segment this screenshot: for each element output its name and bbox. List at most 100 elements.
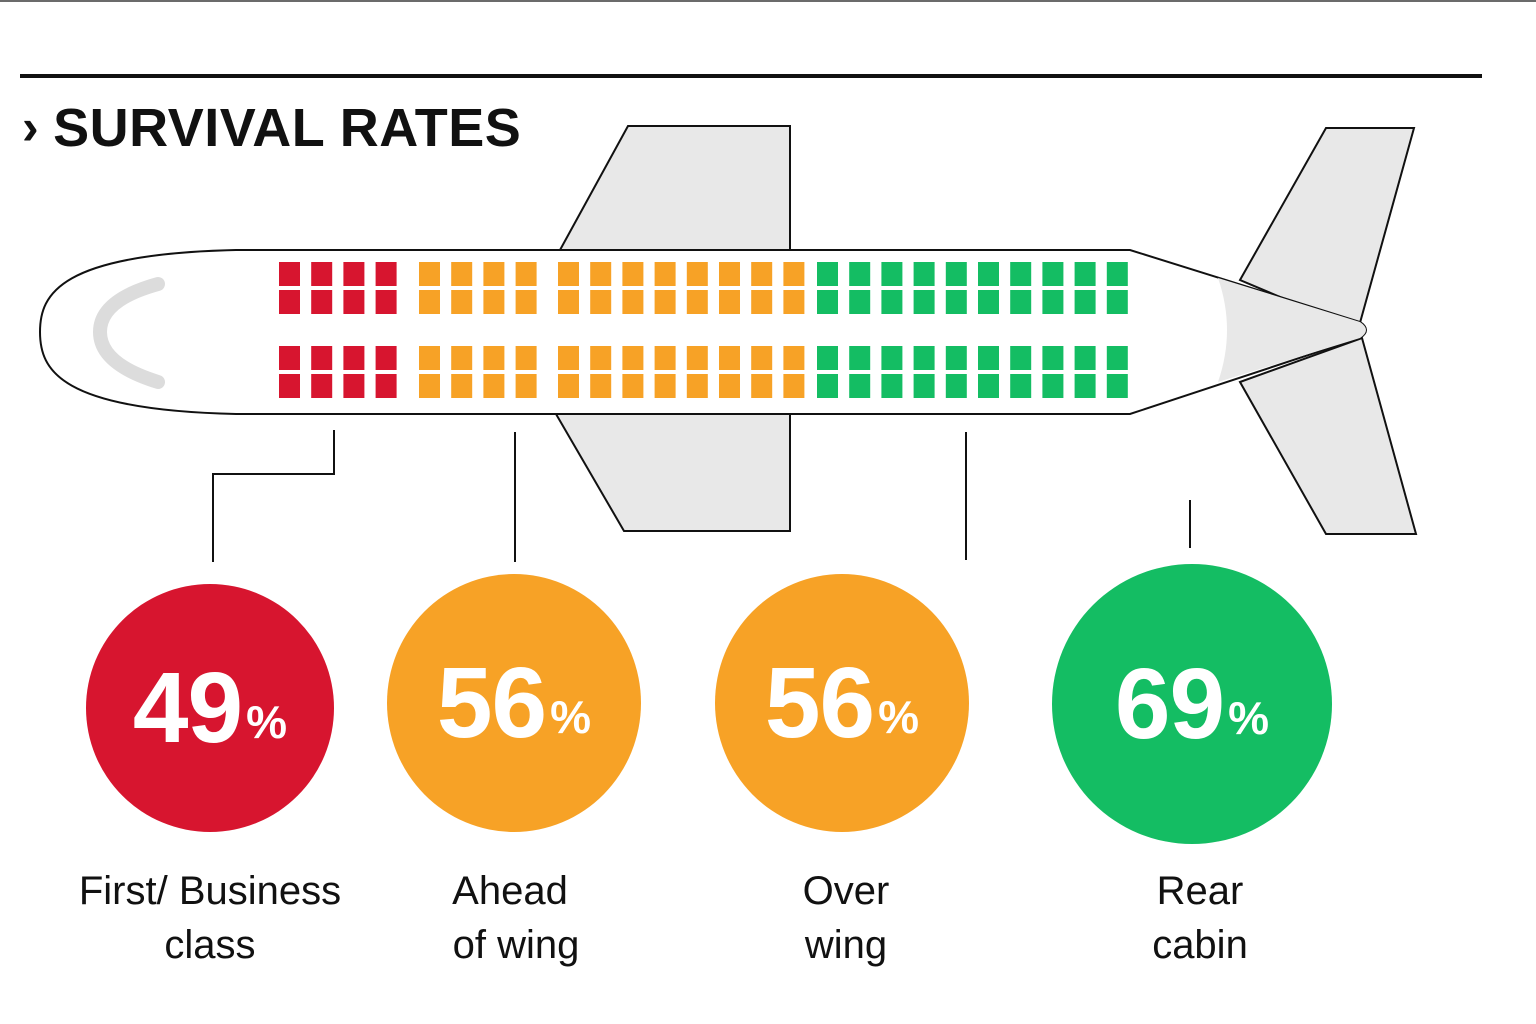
seat-over-wing	[558, 374, 579, 398]
label-first-business: First/ Business class	[30, 864, 390, 972]
title-rule	[20, 74, 1482, 78]
seat-over-wing	[783, 290, 805, 314]
seat-rear-cabin	[881, 262, 903, 286]
seat-ahead-of-wing	[515, 374, 537, 398]
seat-rear-cabin	[913, 290, 935, 314]
rate-circle-rear-cabin: 69%	[1052, 564, 1332, 844]
seat-rear-cabin	[978, 290, 999, 314]
seat-first-business	[343, 262, 365, 286]
seat-rear-cabin	[978, 262, 999, 286]
seat-rear-cabin	[945, 262, 967, 286]
seat-over-wing	[686, 262, 708, 286]
seat-over-wing	[654, 290, 676, 314]
seat-over-wing	[719, 374, 740, 398]
seat-over-wing	[622, 374, 644, 398]
rate-value: 56	[764, 647, 875, 759]
seat-map	[279, 262, 1128, 398]
rate-value: 56	[436, 647, 547, 759]
rate-value: 69	[1114, 648, 1225, 760]
seat-over-wing	[783, 374, 805, 398]
seat-ahead-of-wing	[483, 262, 505, 286]
seat-over-wing	[654, 262, 676, 286]
seat-ahead-of-wing	[451, 374, 473, 398]
seat-rear-cabin	[913, 374, 935, 398]
seat-first-business	[311, 374, 333, 398]
percent-sign: %	[246, 696, 288, 748]
seat-over-wing	[558, 262, 579, 286]
label-line: wing	[804, 923, 888, 967]
seat-over-wing	[558, 346, 579, 370]
lower-tail-fin	[1238, 336, 1418, 535]
seat-first-business	[343, 346, 365, 370]
seat-ahead-of-wing	[451, 262, 473, 286]
rate-value: 49	[132, 652, 243, 764]
rate-circle-first-business: 49%	[86, 584, 334, 832]
label-line: First/ Business	[78, 869, 342, 913]
seat-ahead-of-wing	[483, 374, 505, 398]
seat-over-wing	[783, 262, 805, 286]
label-line: cabin	[1152, 923, 1248, 967]
seat-first-business	[279, 346, 300, 370]
label-line: class	[164, 923, 256, 967]
seat-over-wing	[719, 262, 740, 286]
leader-line-first-business	[212, 430, 335, 562]
seat-over-wing	[654, 346, 676, 370]
percent-sign: %	[550, 691, 592, 743]
cockpit-window	[92, 277, 165, 389]
percent-sign: %	[1228, 692, 1270, 744]
seat-rear-cabin	[913, 346, 935, 370]
seat-rear-cabin	[1106, 374, 1128, 398]
seat-ahead-of-wing	[419, 346, 440, 370]
seat-over-wing	[751, 346, 773, 370]
seat-rear-cabin	[1042, 290, 1064, 314]
upper-wing	[558, 125, 791, 251]
label-line: Rear	[1156, 869, 1244, 913]
seat-rear-cabin	[945, 290, 967, 314]
seat-rear-cabin	[1074, 262, 1096, 286]
seat-rear-cabin	[849, 346, 871, 370]
seat-rear-cabin	[881, 290, 903, 314]
seat-first-business	[375, 346, 397, 370]
seat-over-wing	[622, 290, 644, 314]
seat-rear-cabin	[1042, 262, 1064, 286]
label-rear-cabin: Rear cabin	[1020, 864, 1380, 972]
seat-rear-cabin	[1074, 346, 1096, 370]
seat-rear-cabin	[1010, 290, 1032, 314]
seat-ahead-of-wing	[483, 290, 505, 314]
seat-first-business	[375, 290, 397, 314]
seat-first-business	[343, 374, 365, 398]
page-title: › SURVIVAL RATES	[22, 96, 521, 161]
seat-over-wing	[558, 290, 579, 314]
seat-first-business	[279, 290, 300, 314]
label-line: of wing	[452, 923, 580, 967]
seat-ahead-of-wing	[483, 346, 505, 370]
seat-rear-cabin	[817, 346, 838, 370]
seat-over-wing	[590, 290, 612, 314]
seat-rear-cabin	[1074, 290, 1096, 314]
seat-over-wing	[751, 374, 773, 398]
seat-over-wing	[622, 262, 644, 286]
seat-first-business	[311, 262, 333, 286]
seat-rear-cabin	[849, 374, 871, 398]
seat-first-business	[279, 262, 300, 286]
seat-rear-cabin	[881, 374, 903, 398]
label-line: Ahead	[452, 869, 568, 913]
seat-over-wing	[719, 290, 740, 314]
lower-wing	[554, 413, 791, 532]
seat-rear-cabin	[817, 290, 838, 314]
seat-over-wing	[590, 346, 612, 370]
seat-rear-cabin	[817, 374, 838, 398]
seat-over-wing	[590, 262, 612, 286]
seat-ahead-of-wing	[515, 290, 537, 314]
seat-rear-cabin	[1010, 374, 1032, 398]
percent-sign: %	[878, 691, 920, 743]
rate-circle-ahead-of-wing: 56%	[387, 574, 641, 832]
seat-rear-cabin	[817, 262, 838, 286]
seat-ahead-of-wing	[451, 346, 473, 370]
seat-rear-cabin	[1106, 262, 1128, 286]
seat-over-wing	[622, 346, 644, 370]
seat-first-business	[343, 290, 365, 314]
seat-rear-cabin	[849, 262, 871, 286]
seat-rear-cabin	[881, 346, 903, 370]
